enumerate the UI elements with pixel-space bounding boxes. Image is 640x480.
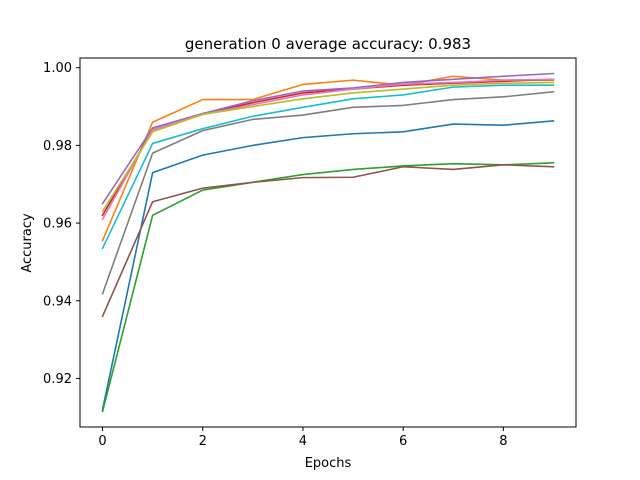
x-tick-label: 2	[199, 434, 207, 449]
y-tick-label: 1.00	[43, 61, 72, 76]
series-line-1	[101, 120, 555, 411]
series-group	[101, 72, 555, 413]
series-line-3	[101, 162, 555, 413]
series-line-9	[101, 81, 555, 213]
x-axis: 0 2 4 6 8	[98, 427, 507, 449]
y-tick-label: 0.92	[43, 372, 72, 387]
x-axis-label: Epochs	[305, 456, 352, 471]
y-tick-label: 0.98	[43, 139, 72, 154]
y-axis: 0.92 0.94 0.96 0.98 1.00	[43, 61, 80, 387]
plot-frame	[79, 57, 577, 428]
x-tick-label: 4	[299, 434, 307, 449]
series-line-5	[101, 72, 555, 205]
chart-title: generation 0 average accuracy: 0.983	[185, 35, 471, 53]
y-tick-label: 0.94	[43, 294, 72, 309]
series-line-7	[101, 78, 555, 221]
x-tick-label: 0	[98, 434, 106, 449]
series-line-8	[101, 90, 555, 295]
y-axis-label: Accuracy	[20, 213, 35, 273]
x-tick-label: 6	[399, 434, 407, 449]
plot-area	[79, 57, 577, 428]
x-tick-label: 8	[499, 434, 507, 449]
series-line-6	[101, 164, 555, 318]
y-tick-label: 0.96	[43, 217, 72, 232]
series-line-10	[101, 84, 555, 250]
